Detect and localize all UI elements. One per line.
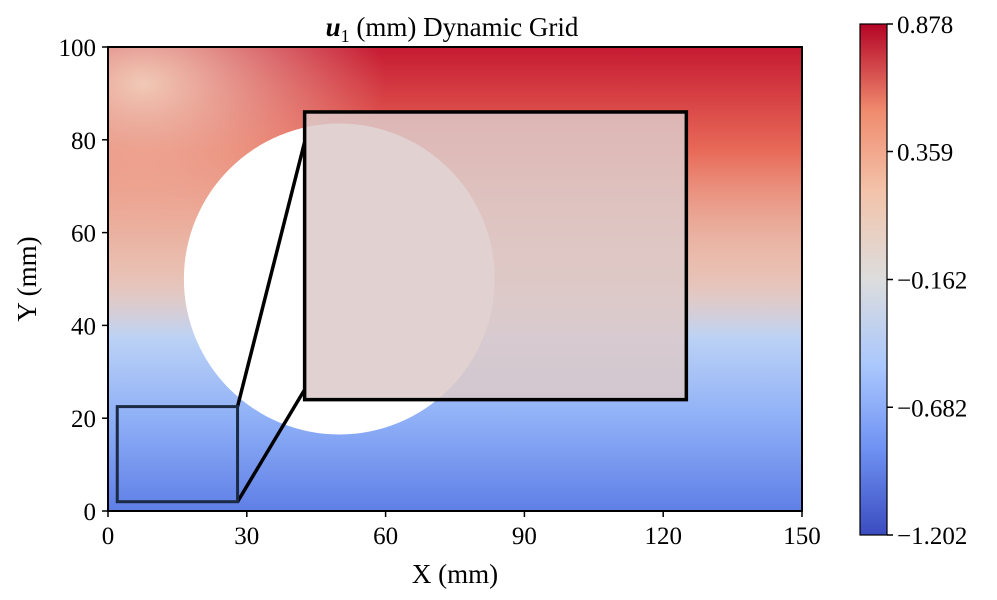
y-tick-label: 60 [71, 221, 96, 248]
colorbar [859, 23, 888, 536]
x-tick-label: 120 [644, 523, 682, 550]
y-tick-label: 20 [71, 406, 96, 433]
x-tick-label: 60 [373, 523, 398, 550]
colorbar-tick-label: −0.162 [897, 268, 967, 295]
x-axis-label: X (mm) [412, 559, 498, 589]
colorbar-tick-label: 0.359 [897, 140, 953, 167]
x-tick-label: 30 [234, 523, 259, 550]
plot-frame [107, 46, 803, 512]
y-tick-label: 0 [84, 499, 97, 526]
zoom-annotation [115, 110, 689, 504]
x-tick-label: 150 [783, 523, 821, 550]
y-axis-ticks: 0 20 40 60 80 100 [59, 35, 108, 526]
x-tick-label: 0 [102, 523, 115, 550]
x-axis-ticks: 0 30 60 90 120 150 [102, 511, 821, 550]
y-tick-label: 80 [71, 128, 96, 155]
zoom-connector-top [235, 141, 307, 408]
y-tick-label: 40 [71, 313, 96, 340]
y-tick-label: 100 [59, 35, 97, 62]
x-tick-label: 90 [512, 523, 537, 550]
zoom-inset [302, 110, 689, 402]
zoom-connector-bottom [236, 388, 307, 503]
zoom-source-box [115, 405, 240, 504]
title-subscript: 1 [341, 26, 350, 46]
colorbar-tick-label: 0.878 [897, 12, 953, 39]
y-axis-label: Y (mm) [12, 236, 42, 321]
chart-title: u1 (mm) Dynamic Grid [326, 12, 579, 46]
colorbar-tick-label: −1.202 [897, 523, 967, 550]
colorbar-ticks: 0.878 0.359 −0.162 −0.682 −1.202 [887, 12, 967, 550]
title-variable: u [326, 12, 341, 42]
title-rest: (mm) Dynamic Grid [350, 12, 579, 42]
colorbar-tick-label: −0.682 [897, 395, 967, 422]
